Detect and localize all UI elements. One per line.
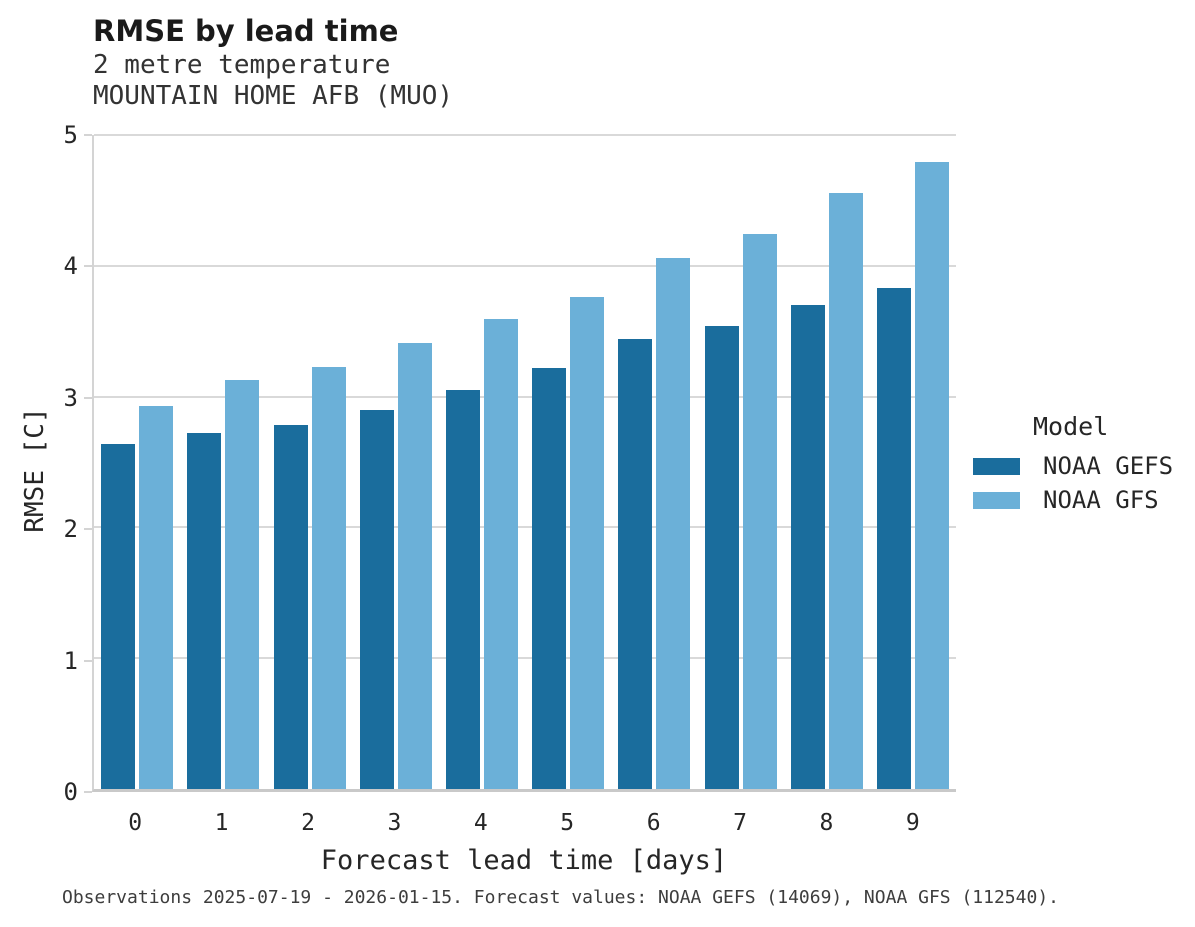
x-tick-label-1: 1 [214,810,229,836]
legend-label: NOAA GFS [1043,486,1159,514]
x-tick-labels: 0 1 2 3 4 5 6 7 8 9 [92,810,956,836]
bar-noaa-gfs-day-4 [483,319,518,789]
bar-noaa-gfs-day-6 [656,257,691,789]
x-tick-label-9: 9 [905,810,920,836]
y-tick-label-5: 5 [63,121,78,149]
legend-entry-noaa-gefs: NOAA GEFS [973,449,1173,483]
legend-swatch-noaa-gfs [973,491,1020,509]
bar-noaa-gefs-day-3 [359,409,394,789]
y-tick-marks [84,134,92,793]
y-tick-label-1: 1 [63,646,78,675]
y-tick-label-2: 2 [63,515,78,544]
legend-label: NOAA GEFS [1043,452,1174,480]
bar-noaa-gefs-day-6 [618,339,653,789]
bar-group-day-4 [439,135,525,789]
gridline-y-2 [94,526,956,529]
plot-area [92,134,956,792]
footer-caption: Observations 2025-07-19 - 2026-01-15. Fo… [62,887,1059,908]
bar-group-day-1 [180,135,266,789]
y-tick-mark-4 [84,265,92,268]
bar-noaa-gefs-day-4 [445,390,480,789]
legend-swatch-noaa-gefs [973,457,1020,475]
y-tick-label-4: 4 [63,252,78,281]
bar-noaa-gfs-day-0 [139,405,174,789]
bar-noaa-gfs-day-5 [570,297,605,789]
gridline-y-5 [94,134,956,136]
x-tick-label-0: 0 [128,810,143,836]
bar-noaa-gefs-day-5 [532,367,567,789]
bar-noaa-gefs-day-0 [101,443,136,789]
bar-group-day-5 [525,135,611,789]
y-tick-mark-2 [84,528,92,531]
x-tick-label-4: 4 [473,810,488,836]
bar-noaa-gefs-day-9 [876,288,911,789]
x-tick-label-8: 8 [819,810,834,836]
legend-entry-noaa-gfs: NOAA GFS [973,483,1173,517]
gridlines [94,134,956,789]
bar-group-day-6 [611,135,697,789]
x-tick-label-7: 7 [733,810,747,836]
y-tick-mark-5 [84,134,92,136]
x-tick-label-3: 3 [387,810,402,836]
gridline-y-4 [94,264,956,267]
chart-subtitle-variable: 2 metre temperature [93,50,391,80]
bar-noaa-gefs-day-2 [273,425,308,789]
y-tick-label-3: 3 [63,383,78,412]
chart-subtitle-station: MOUNTAIN HOME AFB (MUO) [93,81,454,111]
x-tick-label-5: 5 [560,810,575,836]
bar-noaa-gefs-day-7 [704,325,739,789]
bar-group-day-2 [266,135,352,789]
bar-noaa-gfs-day-1 [225,379,260,789]
bar-group-day-7 [697,135,783,789]
y-tick-mark-1 [84,659,92,662]
bar-noaa-gefs-day-8 [790,305,825,789]
bar-group-day-9 [870,135,956,789]
chart-title: RMSE by lead time [93,14,399,48]
gridline-y-1 [94,657,956,660]
bar-noaa-gfs-day-8 [828,192,863,789]
legend: Model NOAA GEFS NOAA GFS [973,412,1173,517]
legend-title: Model [1033,412,1109,441]
x-tick-label-6: 6 [646,810,661,836]
bar-noaa-gefs-day-1 [187,433,222,789]
bar-group-day-3 [353,135,439,789]
bar-noaa-gfs-day-3 [397,342,432,789]
bar-group-day-8 [784,135,870,789]
gridline-y-3 [94,395,956,398]
x-axis-title: Forecast lead time [days] [320,845,728,876]
y-tick-mark-3 [84,396,92,399]
bar-noaa-gfs-day-2 [311,366,346,789]
bar-noaa-gfs-day-9 [914,162,949,789]
bar-group-day-0 [94,135,180,789]
y-tick-labels: 0 1 2 3 4 5 [0,123,78,804]
legend-entries: NOAA GEFS NOAA GFS [973,449,1173,517]
y-tick-label-0: 0 [63,778,78,806]
bar-noaa-gfs-day-7 [742,234,777,789]
x-tick-label-2: 2 [301,810,315,836]
bars-container [94,135,956,789]
y-tick-mark-0 [84,791,92,793]
